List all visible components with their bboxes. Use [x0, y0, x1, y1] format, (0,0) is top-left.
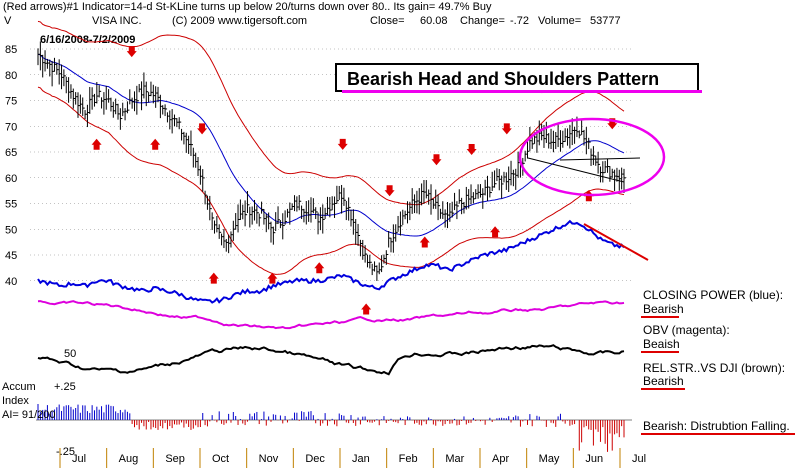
buy-arrow: [91, 138, 102, 150]
obv-line: [37, 300, 625, 330]
y-tick-label: 50: [5, 224, 17, 236]
volume-label: Volume=: [538, 15, 581, 27]
sell-arrow: [501, 123, 512, 135]
legend-accum-underline: [641, 433, 795, 435]
sell-arrow: [384, 185, 395, 197]
buy-arrow: [361, 303, 372, 315]
legend-obv-underline: [641, 351, 679, 353]
closing-power-line: [37, 219, 625, 304]
lower-band: [37, 86, 625, 275]
month-label: Oct: [212, 453, 229, 465]
month-label: Jan: [352, 453, 370, 465]
month-label: Jul: [72, 453, 86, 465]
pattern-ellipse: [518, 117, 666, 197]
y-tick-label: 65: [5, 147, 17, 159]
moving-average: [37, 53, 625, 237]
accum-minus-label: -.25: [56, 446, 75, 458]
month-label: Nov: [259, 453, 279, 465]
month-label: Feb: [399, 453, 418, 465]
sell-arrow: [126, 46, 137, 58]
y-tick-label: 60: [5, 173, 17, 185]
company-name: VISA INC.: [92, 15, 142, 27]
close-value: 60.08: [420, 15, 448, 27]
legend-relstr: REL.STR..VS DJI (brown):: [643, 361, 785, 375]
accum-plus-label: +.25: [54, 381, 76, 393]
signal-arrows: [91, 46, 618, 315]
indicator-header: (Red arrows)#1 Indicator=14-d St-KLine t…: [3, 1, 492, 13]
neckline-2: [559, 157, 641, 161]
price-bars: [37, 41, 626, 281]
buy-arrow: [150, 138, 161, 150]
sell-arrow: [337, 138, 348, 150]
pattern-title-underline: [342, 90, 702, 93]
pattern-title: Bearish Head and Shoulders Pattern: [347, 69, 659, 89]
buy-arrow: [267, 272, 278, 284]
month-label: Dec: [305, 453, 325, 465]
close-label: Close=: [370, 15, 405, 27]
month-label: Jul: [632, 453, 646, 465]
month-label: Jun: [585, 453, 603, 465]
month-label: Mar: [445, 453, 464, 465]
closing-power-path: [37, 219, 625, 304]
legend-closing-power-status: Bearish: [643, 302, 684, 316]
buy-arrow: [490, 226, 501, 238]
volume-value: 53777: [590, 15, 621, 27]
buy-arrow: [419, 236, 430, 248]
copyright-text: (C) 2009 www.tigersoft.com: [172, 15, 307, 27]
month-label: Apr: [492, 453, 509, 465]
y-tick-label: 55: [5, 199, 17, 211]
accum-subtitle: Index: [2, 395, 29, 407]
buy-arrow: [314, 262, 325, 274]
ticker-symbol: V: [4, 15, 12, 27]
y-tick-label: 85: [5, 44, 17, 56]
neckline: [527, 157, 625, 183]
y-tick-label: 70: [5, 121, 17, 133]
legend-relstr-status: Bearish: [643, 374, 684, 388]
legend-closing-power: CLOSING POWER (blue):: [643, 288, 783, 302]
ma-line: [37, 53, 625, 237]
date-range: 6/16/2008-7/2/2009: [40, 34, 135, 46]
buy-arrow: [208, 272, 219, 284]
accum-histogram: [36, 404, 632, 452]
obv-path: [37, 300, 625, 330]
month-axis: Jul Aug Sep Oct Nov Dec Jan Feb Mar Apr May Jun Jul: [59, 448, 646, 468]
y-tick-label: 75: [5, 96, 17, 108]
legend-relstr-underline: [641, 388, 685, 390]
month-label: May: [539, 453, 560, 465]
change-value: -.72: [510, 15, 529, 27]
legend-accum: Bearish: Distrubtion Falling.: [643, 419, 790, 433]
legend-obv: OBV (magenta):: [643, 323, 730, 337]
legend-cp-underline: [641, 316, 679, 318]
relstr-path: [37, 344, 625, 376]
sell-arrow: [197, 123, 208, 135]
y-tick-label: 80: [5, 70, 17, 82]
y-axis-ticks: 40 45 50 55 60 65 70 75 80 85: [5, 44, 17, 288]
price-bands: [37, 20, 625, 275]
legend-obv-status: Beaish: [643, 337, 680, 351]
change-label: Change=: [460, 15, 505, 27]
accum-ai-value: AI= 91/200: [2, 409, 56, 421]
accum-title: Accum: [2, 381, 36, 393]
month-label: Sep: [165, 453, 185, 465]
relative-strength-line: [37, 344, 625, 376]
sell-arrow: [466, 144, 477, 155]
closing-power-trendline: [583, 223, 649, 261]
sell-arrow: [431, 154, 442, 166]
y-tick-label: 45: [5, 250, 17, 262]
y-tick-label: 40: [5, 276, 17, 288]
month-label: Aug: [119, 453, 139, 465]
relstr-tick-label: 50: [64, 348, 76, 360]
